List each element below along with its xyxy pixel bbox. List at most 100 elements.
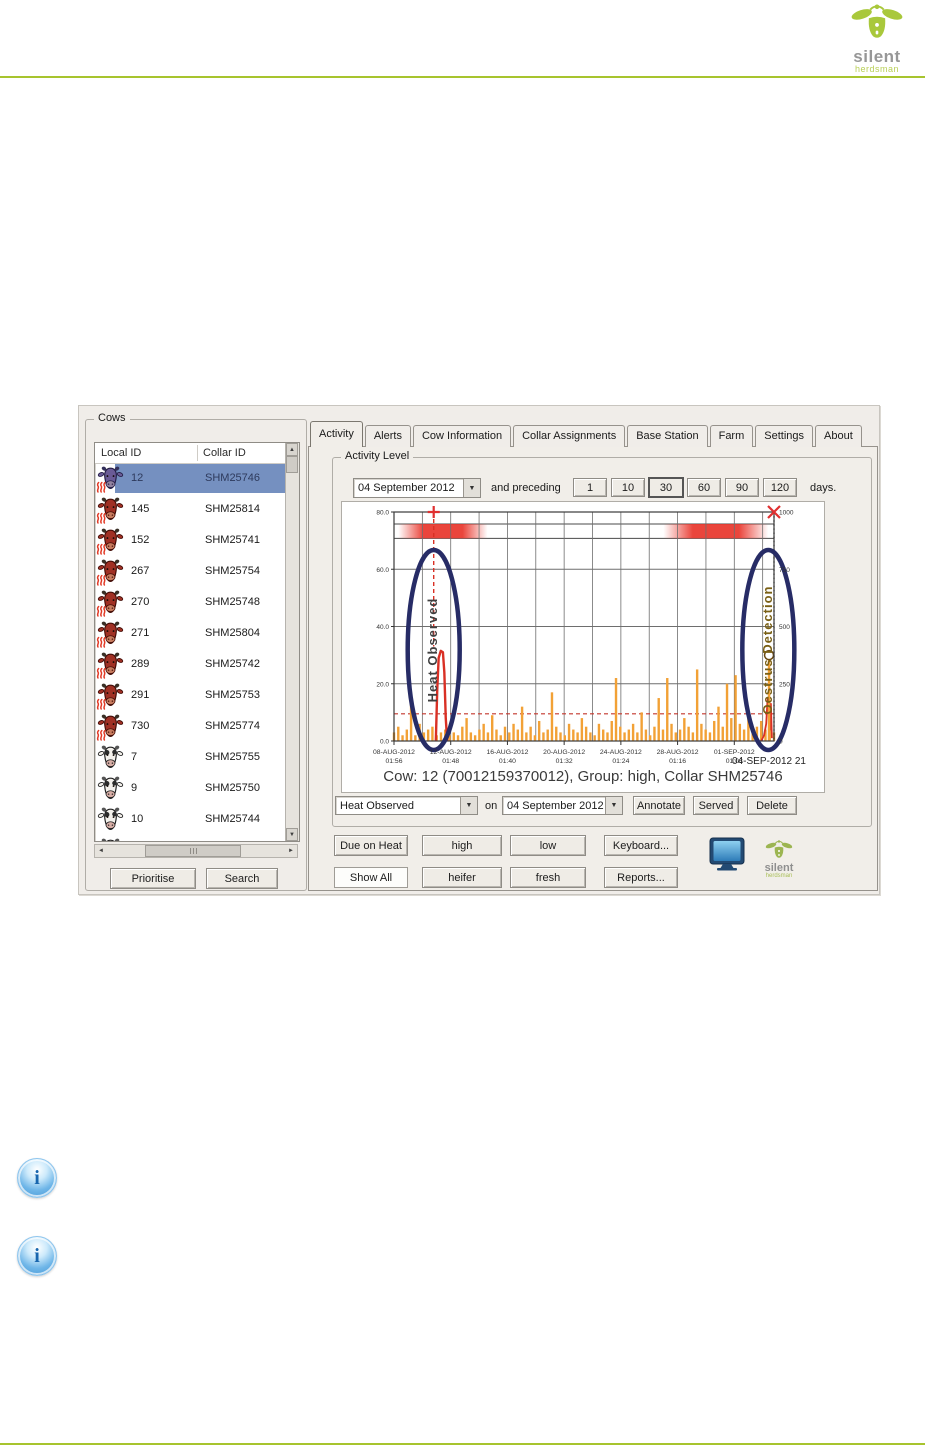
keyboard--button[interactable]: Keyboard... (604, 835, 678, 856)
svg-text:01:48: 01:48 (442, 758, 459, 765)
cow-row[interactable]: 291 SHM25753 (95, 680, 286, 711)
info-icon[interactable]: i (17, 1158, 57, 1198)
preceding-days-button-10[interactable]: 10 (611, 478, 645, 497)
cow-icon (97, 496, 124, 523)
preceding-days-button-120[interactable]: 120 (763, 478, 797, 497)
cow-row[interactable]: 152 SHM25741 (95, 525, 286, 556)
tab-collar-assignments[interactable]: Collar Assignments (513, 425, 626, 447)
heifer-button[interactable]: heifer (422, 867, 502, 888)
local-id: 9 (131, 782, 138, 794)
cow-icon (97, 713, 124, 740)
column-divider (197, 445, 198, 461)
cow-row[interactable]: 730 SHM25774 (95, 711, 286, 742)
collar-id: SHM25774 (205, 720, 261, 732)
column-local-id[interactable]: Local ID (101, 447, 142, 459)
show-all-button[interactable]: Show All (334, 867, 408, 888)
heat-flames-icon (96, 511, 107, 524)
cow-row[interactable] (95, 835, 286, 841)
cow-wifi-icon (763, 840, 795, 864)
svg-text:24-AUG-2012: 24-AUG-2012 (600, 749, 642, 756)
svg-text:500: 500 (779, 624, 790, 631)
column-collar-id[interactable]: Collar ID (203, 447, 246, 459)
tab-settings[interactable]: Settings (755, 425, 814, 447)
delete-button[interactable]: Delete (747, 796, 797, 815)
cow-row[interactable]: 12 SHM25746 (95, 463, 286, 494)
local-id: 270 (131, 596, 150, 608)
chevron-down-icon[interactable]: ▼ (460, 797, 477, 814)
chevron-down-icon[interactable]: ▼ (463, 479, 480, 497)
cow-row[interactable]: 267 SHM25754 (95, 556, 286, 587)
collar-id: SHM25814 (205, 503, 261, 515)
cow-list[interactable]: Local ID Collar ID 12 SHM25746 (94, 442, 300, 842)
monitor-icon (709, 837, 745, 871)
tab-about[interactable]: About (815, 425, 862, 447)
on-label: on (485, 800, 498, 812)
low-button[interactable]: low (510, 835, 586, 856)
cow-row[interactable]: 289 SHM25742 (95, 649, 286, 680)
tab-alerts[interactable]: Alerts (364, 425, 411, 447)
preceding-days-button-1[interactable]: 1 (573, 478, 607, 497)
svg-text:01:24: 01:24 (612, 758, 629, 765)
tab-bar: Activity Alerts Cow Information Collar Assi… (310, 421, 864, 447)
date-combo[interactable]: 04 September 2012 ▼ (353, 478, 481, 498)
chevron-down-icon[interactable]: ▼ (605, 797, 622, 814)
cow-row[interactable]: 145 SHM25814 (95, 494, 286, 525)
reports--button[interactable]: Reports... (604, 867, 678, 888)
preceding-days-button-60[interactable]: 60 (687, 478, 721, 497)
cow-row[interactable]: 10 SHM25744 (95, 804, 286, 835)
vertical-scroll-thumb[interactable] (286, 456, 298, 473)
annotate-button[interactable]: Annotate (633, 796, 685, 815)
cow-row[interactable]: 9 SHM25750 (95, 773, 286, 804)
tab-cow-information[interactable]: Cow Information (412, 425, 512, 447)
search-button[interactable]: Search (206, 868, 278, 889)
preceding-label: and preceding (491, 482, 561, 494)
cow-icon (97, 620, 124, 647)
cow-row[interactable]: 270 SHM25748 (95, 587, 286, 618)
activity-level-group: Activity Level 04 September 2012 ▼ and p… (332, 450, 872, 827)
svg-text:20.0: 20.0 (376, 681, 389, 688)
date-combo-value: 04 September 2012 (358, 482, 455, 494)
due-on-heat-button[interactable]: Due on Heat (334, 835, 408, 856)
svg-text:08-AUG-2012: 08-AUG-2012 (373, 749, 415, 756)
activity-chart: Heat Observed Oestrus Detection 0.0 20.0 40.… (341, 501, 825, 793)
heat-flames-icon (96, 480, 107, 493)
silent-herdsman-logo: silent herdsman (838, 2, 916, 74)
cow-rows: 12 SHM25746 145 SHM25814 152 SHM25741 (95, 463, 286, 841)
preceding-days-button-90[interactable]: 90 (725, 478, 759, 497)
day-buttons: 1 10 30 60 90 120 (573, 478, 797, 497)
svg-text:16-AUG-2012: 16-AUG-2012 (486, 749, 528, 756)
local-id: 7 (131, 751, 138, 763)
horizontal-scrollbar[interactable]: ◄ ► (94, 844, 298, 858)
high-button[interactable]: high (422, 835, 502, 856)
preceding-days-button-30[interactable]: 30 (649, 478, 683, 497)
logo-word-herdsman: herdsman (854, 64, 900, 74)
cows-group: Cows Local ID Collar ID 12 SHM25746 (85, 412, 307, 891)
cow-row[interactable]: 271 SHM25804 (95, 618, 286, 649)
tab-base-station[interactable]: Base Station (627, 425, 708, 447)
cow-icon (97, 589, 124, 616)
bottom-divider (0, 1443, 925, 1445)
scroll-right-icon[interactable]: ► (288, 848, 294, 854)
prioritise-button[interactable]: Prioritise (110, 868, 196, 889)
tab-activity[interactable]: Activity (310, 421, 363, 447)
collar-id: SHM25754 (205, 565, 261, 577)
event-date-combo[interactable]: 04 September 2012 ▼ (502, 796, 623, 815)
vertical-scrollbar[interactable]: ▲ ▼ (285, 443, 299, 841)
fresh-button[interactable]: fresh (510, 867, 586, 888)
cow-wifi-icon (846, 4, 908, 48)
scroll-down-icon[interactable]: ▼ (286, 828, 298, 841)
collar-id: SHM25746 (205, 472, 261, 484)
cow-row[interactable]: 7 SHM25755 (95, 742, 286, 773)
svg-text:01-SEP-2012: 01-SEP-2012 (714, 749, 755, 756)
tab-farm[interactable]: Farm (709, 425, 754, 447)
info-icon[interactable]: i (17, 1236, 57, 1276)
scroll-up-icon[interactable]: ▲ (286, 443, 298, 456)
event-combo[interactable]: Heat Observed ▼ (335, 796, 478, 815)
days-label: days. (810, 482, 837, 494)
served-button[interactable]: Served (693, 796, 739, 815)
horizontal-scroll-thumb[interactable] (145, 845, 241, 857)
annotation-ellipse (740, 547, 797, 753)
cow-icon (97, 806, 124, 833)
collar-id: SHM25748 (205, 596, 261, 608)
scroll-left-icon[interactable]: ◄ (98, 848, 104, 854)
